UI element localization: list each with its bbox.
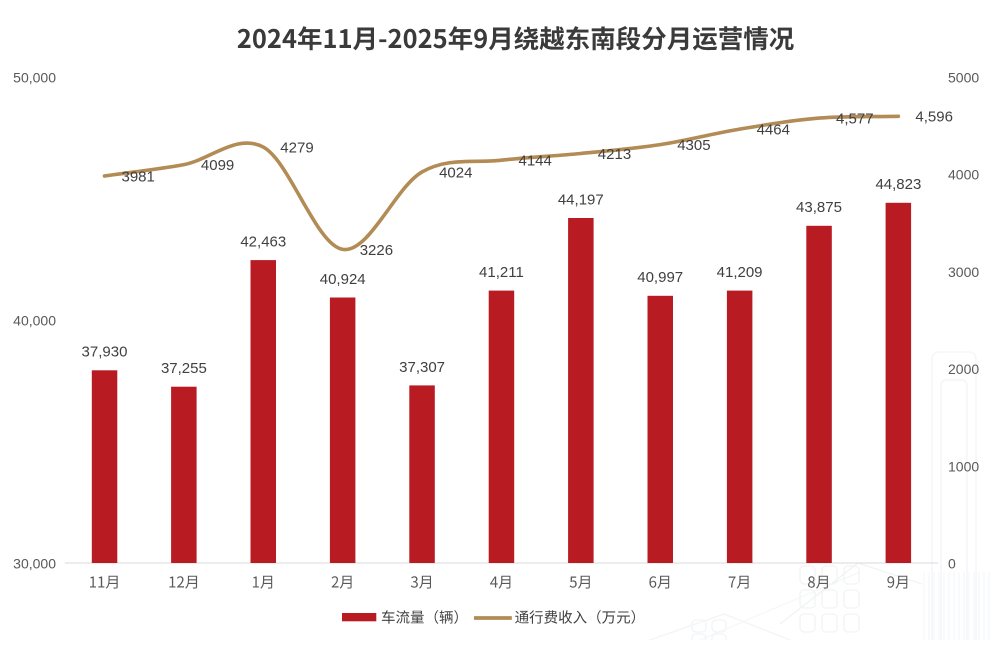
svg-text:50,000: 50,000: [13, 70, 56, 86]
svg-text:4213: 4213: [598, 146, 631, 163]
svg-text:30,000: 30,000: [13, 556, 56, 572]
svg-text:40,000: 40,000: [13, 313, 56, 329]
svg-text:5000: 5000: [948, 70, 979, 86]
svg-text:4464: 4464: [757, 122, 790, 139]
svg-text:42,463: 42,463: [240, 234, 286, 251]
svg-text:4099: 4099: [201, 157, 234, 174]
svg-text:0: 0: [948, 556, 956, 572]
svg-text:3226: 3226: [360, 242, 393, 259]
svg-text:44,197: 44,197: [558, 191, 604, 208]
svg-text:4024: 4024: [439, 164, 472, 181]
svg-text:40,924: 40,924: [320, 271, 366, 288]
svg-text:43,875: 43,875: [796, 199, 842, 216]
svg-text:4279: 4279: [280, 140, 313, 157]
svg-text:40,997: 40,997: [637, 269, 683, 286]
svg-text:2000: 2000: [948, 361, 979, 377]
svg-text:37,307: 37,307: [399, 359, 445, 376]
svg-text:37,930: 37,930: [82, 344, 128, 361]
svg-text:41,209: 41,209: [717, 264, 763, 281]
svg-text:4,577: 4,577: [836, 111, 874, 128]
svg-text:37,255: 37,255: [161, 360, 207, 377]
svg-text:41,211: 41,211: [479, 264, 524, 281]
svg-text:1000: 1000: [948, 458, 979, 474]
svg-text:4000: 4000: [948, 167, 979, 183]
svg-text:3981: 3981: [122, 168, 155, 185]
svg-text:4,596: 4,596: [915, 109, 953, 126]
svg-text:4305: 4305: [677, 137, 710, 154]
svg-text:3000: 3000: [948, 264, 979, 280]
svg-text:44,823: 44,823: [875, 176, 921, 193]
svg-text:4144: 4144: [519, 153, 552, 170]
